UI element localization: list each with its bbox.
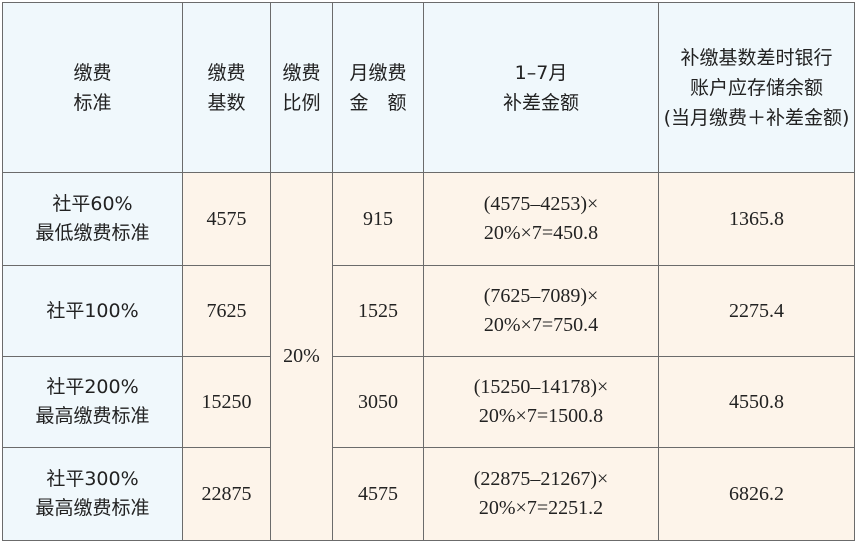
header-text: 补缴基数差时银行: [680, 46, 833, 69]
standard-cell: 社平100%: [2, 265, 183, 357]
header-text: 缴费: [282, 61, 321, 84]
standard-cell: 社平200% 最高缴费标准: [2, 356, 183, 448]
cell-text: 20%×7=750.4: [483, 314, 599, 336]
header-base: 缴费 基数: [182, 2, 271, 173]
header-text: 缴费: [73, 61, 112, 84]
cell-text: (15250–14178)×: [473, 376, 609, 398]
cell-text: 社平100%: [46, 299, 139, 322]
cell-text: (22875–21267)×: [473, 468, 609, 490]
header-text: 金 额: [349, 91, 407, 114]
header-text: 缴费: [207, 61, 246, 84]
cell-text: 社平60%: [52, 193, 133, 215]
monthly-cell: 4575: [332, 447, 424, 541]
header-diff: 1–7月补差金额: [423, 2, 659, 173]
header-row: 缴费标准 缴费基数 缴费比例 月缴费金 额 1–7月补差金额 补缴基数差时银行账…: [2, 2, 855, 173]
cell-text: 20%×7=2251.2: [478, 497, 604, 519]
header-text: 月缴费: [349, 61, 407, 84]
balance-cell: 6826.2: [658, 447, 855, 541]
header-text: 比例: [282, 91, 321, 114]
base-cell: 15250: [182, 356, 271, 448]
table-row: 社平300% 最高缴费标准 22875 4575 (22875–21267)× 20…: [2, 447, 855, 541]
cell-text: 最高缴费标准: [35, 497, 150, 519]
balance-cell: 1365.8: [658, 172, 855, 266]
header-text: 1–7月: [514, 61, 568, 84]
balance-cell: 2275.4: [658, 265, 855, 357]
header-monthly: 月缴费金 额: [332, 2, 424, 173]
monthly-cell: 3050: [332, 356, 424, 448]
monthly-cell: 1525: [332, 265, 424, 357]
header-text: 补差金额: [502, 91, 579, 114]
cell-text: 最低缴费标准: [35, 222, 150, 244]
header-text: 基数: [207, 91, 246, 114]
diff-cell: (7625–7089)× 20%×7=750.4: [423, 265, 659, 357]
cell-text: 社平300%: [46, 468, 139, 490]
monthly-cell: 915: [332, 172, 424, 266]
cell-text: 社平200%: [46, 376, 139, 398]
base-cell: 7625: [182, 265, 271, 357]
header-balance: 补缴基数差时银行 账户应存储余额 (当月缴费＋补差金额): [658, 2, 855, 173]
header-text: 账户应存储余额: [689, 76, 823, 99]
rate-cell: 20%: [270, 172, 333, 541]
cell-text: (4575–4253)×: [483, 193, 599, 215]
cell-text: (7625–7089)×: [483, 285, 599, 307]
table-row: 社平100% 7625 1525 (7625–7089)× 20%×7=750.4…: [2, 265, 855, 357]
header-text: 标准: [73, 91, 112, 114]
standard-cell: 社平300% 最高缴费标准: [2, 447, 183, 541]
balance-cell: 4550.8: [658, 356, 855, 448]
base-cell: 22875: [182, 447, 271, 541]
standard-cell: 社平60% 最低缴费标准: [2, 172, 183, 266]
diff-cell: (22875–21267)× 20%×7=2251.2: [423, 447, 659, 541]
diff-cell: (4575–4253)× 20%×7=450.8: [423, 172, 659, 266]
cell-text: 最高缴费标准: [35, 405, 150, 427]
header-rate: 缴费 比例: [270, 2, 333, 173]
header-standard: 缴费 标准: [2, 2, 183, 173]
table-row: 社平60% 最低缴费标准 4575 20% 915 (4575–4253)× 20%…: [2, 172, 855, 541]
diff-cell: (15250–14178)× 20%×7=1500.8: [423, 356, 659, 448]
table-row: 社平200% 最高缴费标准 15250 3050 (15250–14178)× 20…: [2, 356, 855, 448]
cell-text: 20%×7=450.8: [483, 222, 599, 244]
base-cell: 4575: [182, 172, 271, 266]
header-text: (当月缴费＋补差金额): [663, 106, 850, 129]
cell-text: 20%×7=1500.8: [478, 405, 604, 427]
